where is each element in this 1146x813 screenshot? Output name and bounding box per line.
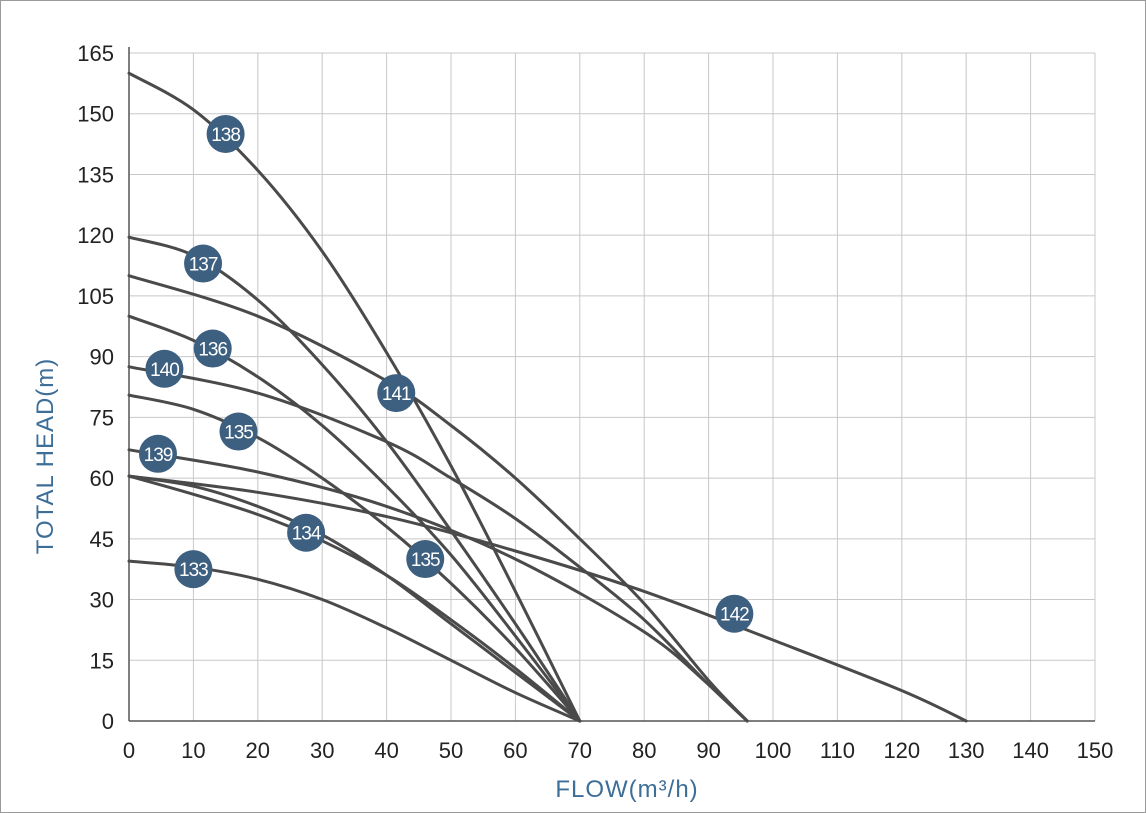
series-badge-137 <box>184 244 223 283</box>
y-tick-label: 15 <box>90 648 114 673</box>
y-tick-label: 0 <box>102 709 114 734</box>
curves <box>127 71 968 723</box>
series-line-139 <box>127 448 749 723</box>
y-tick-label: 135 <box>77 162 114 187</box>
x-tick-label: 60 <box>503 738 527 763</box>
x-tick-label: 70 <box>568 738 592 763</box>
y-tick-label: 120 <box>77 223 114 248</box>
x-axis-ticks: 0 10 20 30 40 50 60 70 80 90 100 110 120 130 140 150 <box>123 738 1113 763</box>
series-line-137 <box>127 235 582 723</box>
y-tick-label: 165 <box>77 41 114 66</box>
x-tick-label: 120 <box>883 738 920 763</box>
series-label-139: 139 <box>144 445 173 466</box>
x-tick-label: 10 <box>181 738 205 763</box>
series-badge-134 <box>287 513 326 552</box>
x-tick-label: 0 <box>123 738 135 763</box>
series-label-135: 135 <box>224 423 253 444</box>
x-tick-label: 30 <box>310 738 334 763</box>
series-label-138: 138 <box>211 125 240 146</box>
x-tick-label: 110 <box>820 738 855 763</box>
series-badge-136 <box>193 329 232 368</box>
x-tick-label: 80 <box>632 738 656 763</box>
x-tick-label: 20 <box>246 738 270 763</box>
series-label-137: 137 <box>189 255 218 276</box>
y-tick-label: 90 <box>90 345 114 370</box>
series-label-142: 142 <box>720 605 749 626</box>
y-axis-label: TOTAL HEAD(m) <box>32 358 59 555</box>
y-tick-label: 60 <box>90 466 114 491</box>
x-tick-label: 90 <box>696 738 720 763</box>
series-label-133: 133 <box>179 560 208 581</box>
x-axis-label: FLOW(m³/h) <box>555 776 698 803</box>
series-label-136: 136 <box>198 340 227 361</box>
series-line-142 <box>127 474 968 723</box>
series-badge-142 <box>715 594 754 633</box>
x-tick-label: 100 <box>755 738 792 763</box>
series-label-141: 141 <box>382 384 411 405</box>
y-tick-label: 75 <box>90 405 114 430</box>
series-label-135: 135 <box>411 550 440 571</box>
x-tick-label: 50 <box>439 738 463 763</box>
grid <box>128 47 1096 722</box>
x-tick-label: 150 <box>1077 738 1114 763</box>
x-tick-label: 130 <box>948 738 985 763</box>
series-label-140: 140 <box>150 360 179 381</box>
series-badge-135 <box>406 540 445 579</box>
series-line-140 <box>127 365 749 723</box>
curve-badges: 138 137 141 136 140 135 139 142 135 134 133 <box>138 114 754 633</box>
y-axis-ticks: 0 15 30 45 60 75 90 105 120 135 150 165 <box>77 41 114 734</box>
series-line-141 <box>127 274 749 723</box>
series-badge-138 <box>206 114 245 153</box>
y-tick-label: 45 <box>90 527 114 552</box>
y-tick-label: 150 <box>77 102 114 127</box>
series-label-134: 134 <box>292 524 322 545</box>
y-tick-label: 30 <box>90 588 114 613</box>
series-line-135 <box>127 393 582 723</box>
series-badge-139 <box>138 434 177 473</box>
series-line-135 <box>127 474 582 723</box>
y-tick-label: 105 <box>77 284 114 309</box>
series-line-138 <box>127 71 582 723</box>
series-badge-133 <box>174 550 213 589</box>
series-badge-141 <box>377 374 416 413</box>
x-tick-label: 140 <box>1012 738 1049 763</box>
series-badge-135 <box>219 412 258 451</box>
x-tick-label: 40 <box>374 738 398 763</box>
series-line-134 <box>127 474 582 723</box>
series-badge-140 <box>145 349 184 388</box>
